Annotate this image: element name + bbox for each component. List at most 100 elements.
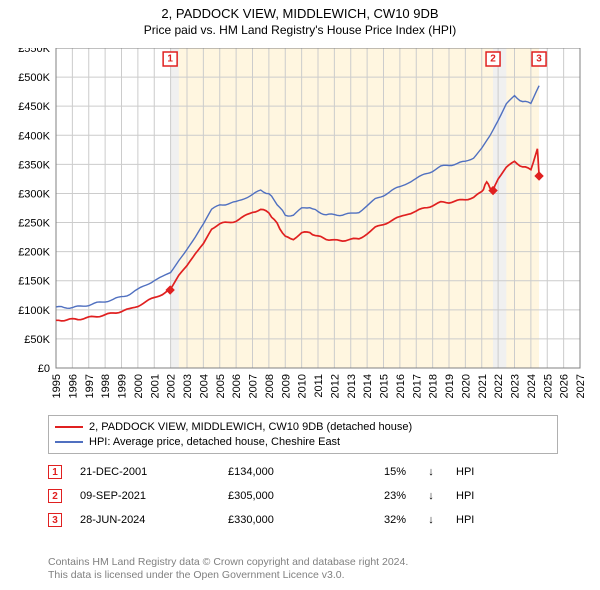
svg-text:£200K: £200K	[18, 247, 50, 259]
transaction-row: 121-DEC-2001£134,00015%↓HPI	[48, 460, 558, 484]
top-marker-label: 3	[536, 54, 542, 65]
ytick: £250K	[18, 218, 50, 230]
svg-text:1998: 1998	[100, 374, 112, 398]
top-marker-label: 1	[167, 54, 173, 65]
xtick: 2012	[329, 374, 341, 398]
svg-text:2013: 2013	[346, 374, 358, 398]
xtick: 1998	[100, 374, 112, 398]
transaction-pct: 23%	[346, 490, 406, 502]
legend-label-2: HPI: Average price, detached house, Ches…	[89, 435, 340, 450]
transaction-price: £330,000	[228, 514, 328, 526]
svg-text:1996: 1996	[67, 374, 79, 398]
xtick: 1999	[117, 374, 129, 398]
xtick: 2009	[280, 374, 292, 398]
svg-text:£100K: £100K	[18, 305, 50, 317]
svg-text:2024: 2024	[526, 374, 538, 398]
xtick: 2015	[379, 374, 391, 398]
xtick: 2023	[510, 374, 522, 398]
transaction-suffix: HPI	[456, 514, 474, 526]
ytick: £50K	[24, 334, 50, 346]
xtick: 2017	[411, 374, 423, 398]
svg-text:£300K: £300K	[18, 188, 50, 200]
svg-text:2002: 2002	[166, 374, 178, 398]
xtick: 2024	[526, 374, 538, 398]
svg-text:2026: 2026	[559, 374, 571, 398]
svg-text:1997: 1997	[84, 374, 96, 398]
transaction-price: £305,000	[228, 490, 328, 502]
svg-text:£250K: £250K	[18, 218, 50, 230]
xtick: 1995	[51, 374, 63, 398]
svg-text:£400K: £400K	[18, 130, 50, 142]
shade-secondary	[493, 48, 506, 368]
transaction-row: 209-SEP-2021£305,00023%↓HPI	[48, 484, 558, 508]
legend-label-1: 2, PADDOCK VIEW, MIDDLEWICH, CW10 9DB (d…	[89, 420, 412, 435]
chart-title-line1: 2, PADDOCK VIEW, MIDDLEWICH, CW10 9DB	[0, 0, 600, 22]
svg-text:2023: 2023	[510, 374, 522, 398]
svg-text:2000: 2000	[133, 374, 145, 398]
ytick: £350K	[18, 159, 50, 171]
svg-text:2021: 2021	[477, 374, 489, 398]
transaction-marker: 2	[48, 489, 62, 503]
svg-text:2007: 2007	[248, 374, 260, 398]
footer-line2: This data is licensed under the Open Gov…	[48, 569, 558, 582]
xtick: 2020	[460, 374, 472, 398]
transaction-pct: 32%	[346, 514, 406, 526]
svg-text:£150K: £150K	[18, 276, 50, 288]
svg-text:2020: 2020	[460, 374, 472, 398]
svg-text:2018: 2018	[428, 374, 440, 398]
xtick: 2022	[493, 374, 505, 398]
legend-swatch-1	[55, 426, 83, 428]
xtick: 2019	[444, 374, 456, 398]
down-arrow-icon: ↓	[424, 490, 438, 502]
svg-text:2004: 2004	[198, 374, 210, 398]
xtick: 2006	[231, 374, 243, 398]
chart-title-line2: Price paid vs. HM Land Registry's House …	[0, 22, 600, 37]
shade-primary	[170, 48, 539, 368]
legend-row-series1: 2, PADDOCK VIEW, MIDDLEWICH, CW10 9DB (d…	[55, 420, 551, 435]
xtick: 2011	[313, 374, 325, 398]
transaction-price: £134,000	[228, 466, 328, 478]
footer-line1: Contains HM Land Registry data © Crown c…	[48, 556, 558, 569]
svg-text:£450K: £450K	[18, 101, 50, 113]
ytick: £100K	[18, 305, 50, 317]
xtick: 2001	[149, 374, 161, 398]
ytick: £400K	[18, 130, 50, 142]
xtick: 2003	[182, 374, 194, 398]
shade-secondary	[170, 48, 179, 368]
xtick: 2021	[477, 374, 489, 398]
svg-text:2012: 2012	[329, 374, 341, 398]
xtick: 2014	[362, 374, 374, 398]
svg-text:1999: 1999	[117, 374, 129, 398]
footer-attribution: Contains HM Land Registry data © Crown c…	[48, 556, 558, 582]
svg-text:2010: 2010	[297, 374, 309, 398]
ytick: £0	[38, 363, 50, 375]
ytick: £550K	[18, 48, 50, 55]
transaction-pct: 15%	[346, 466, 406, 478]
chart-svg: £0 £50K £100K £150K £200K £250K £300K £350K £400…	[10, 48, 590, 408]
transaction-date: 09-SEP-2021	[80, 490, 210, 502]
xtick: 2013	[346, 374, 358, 398]
ytick: £450K	[18, 101, 50, 113]
svg-text:2001: 2001	[149, 374, 161, 398]
svg-text:2027: 2027	[575, 374, 587, 398]
svg-text:£0: £0	[38, 363, 50, 375]
svg-text:1995: 1995	[51, 374, 63, 398]
xtick: 1996	[67, 374, 79, 398]
xtick: 2027	[575, 374, 587, 398]
svg-text:£500K: £500K	[18, 72, 50, 84]
xtick: 2004	[198, 374, 210, 398]
down-arrow-icon: ↓	[424, 466, 438, 478]
svg-text:2019: 2019	[444, 374, 456, 398]
xtick: 2002	[166, 374, 178, 398]
chart-area: £0 £50K £100K £150K £200K £250K £300K £350K £400…	[10, 48, 590, 408]
transaction-row: 328-JUN-2024£330,00032%↓HPI	[48, 508, 558, 532]
transaction-marker: 1	[48, 465, 62, 479]
svg-text:2025: 2025	[542, 374, 554, 398]
xtick: 2025	[542, 374, 554, 398]
svg-text:2003: 2003	[182, 374, 194, 398]
svg-text:£50K: £50K	[24, 334, 50, 346]
xtick: 2000	[133, 374, 145, 398]
svg-text:2005: 2005	[215, 374, 227, 398]
xtick: 2018	[428, 374, 440, 398]
top-marker-label: 2	[490, 54, 496, 65]
